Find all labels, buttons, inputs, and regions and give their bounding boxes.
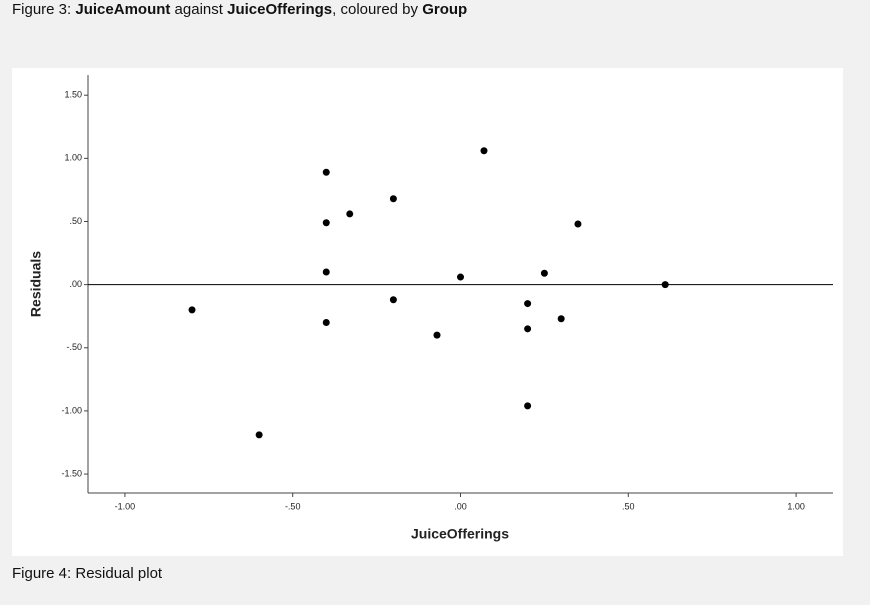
y-tick-label: -.50	[66, 342, 82, 352]
caption-text: against	[170, 1, 228, 18]
y-tick-label: .50	[69, 216, 82, 226]
figure-caption: Figure 3: JuiceAmount against JuiceOffer…	[12, 1, 467, 18]
caption-text: Figure 3:	[12, 1, 76, 18]
point	[661, 281, 669, 289]
x-tick-label: -1.00	[115, 501, 136, 511]
y-tick-label: 1.50	[64, 90, 82, 100]
y-tick-label: 1.00	[64, 153, 82, 163]
figure-caption: Figure 4: Residual plot	[12, 565, 163, 582]
point	[346, 210, 354, 218]
x-tick-label: -.50	[285, 501, 301, 511]
point	[389, 296, 397, 304]
caption-text: JuiceAmount	[75, 1, 171, 18]
point	[524, 325, 532, 333]
y-tick-label: -1.50	[61, 468, 82, 478]
caption-text: JuiceOfferings	[227, 1, 333, 18]
point	[389, 195, 397, 203]
caption-text: Group	[422, 1, 468, 18]
x-tick-label: .50	[622, 501, 635, 511]
chart: JuiceOfferings Residuals 1.50 1.00 .50 .00 -…	[12, 68, 843, 556]
point	[480, 147, 488, 155]
x-tick-label: 1.00	[787, 501, 805, 511]
y-tick-label: .00	[69, 279, 82, 289]
caption-text: , coloured by	[332, 1, 423, 18]
point	[255, 431, 263, 439]
y-axis-label: Residuals	[28, 251, 44, 317]
point	[433, 331, 441, 339]
point	[188, 306, 196, 314]
point	[557, 315, 565, 323]
point	[322, 268, 330, 276]
y-tick-label: -1.00	[61, 405, 82, 415]
point	[540, 269, 548, 277]
point	[322, 319, 330, 327]
point	[322, 168, 330, 176]
x-axis-label: JuiceOfferings	[411, 526, 509, 542]
point	[457, 273, 464, 281]
point	[524, 402, 532, 410]
point	[574, 220, 582, 228]
point	[322, 219, 330, 227]
chart-panel	[12, 68, 843, 556]
point	[524, 300, 532, 308]
x-tick-label: .00	[454, 501, 467, 511]
